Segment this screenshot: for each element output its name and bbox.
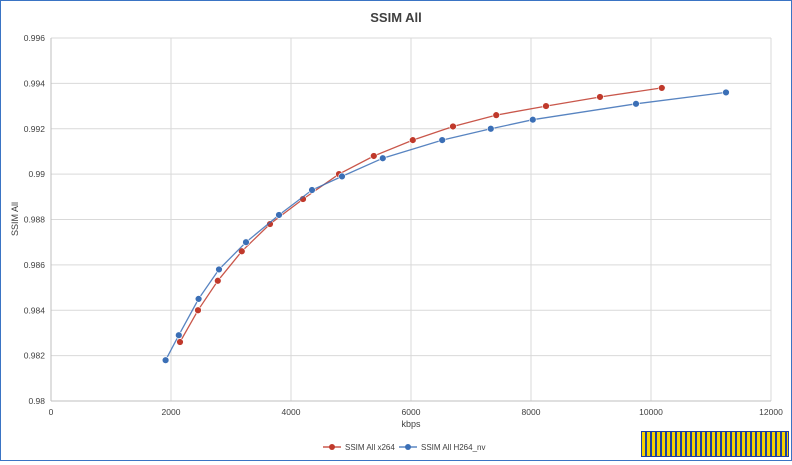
data-point [338, 172, 346, 181]
y-tick-label: 0.984 [24, 305, 46, 315]
x-tick-label: 0 [49, 407, 54, 417]
data-point [242, 238, 250, 246]
data-point [194, 295, 203, 303]
y-tick-label: 0.996 [24, 33, 46, 43]
x-tick-label: 10000 [639, 407, 663, 417]
data-point [632, 100, 640, 108]
y-tick-label: 0.982 [24, 351, 46, 361]
y-tick-label: 0.98 [28, 396, 45, 406]
series-line [179, 87, 662, 343]
data-point [379, 154, 387, 162]
data-point [487, 125, 495, 133]
data-point [175, 331, 183, 339]
series-group [161, 84, 730, 364]
legend-marker [329, 444, 335, 450]
data-point [492, 111, 500, 119]
legend-item-2: SSIM All H264_nv [399, 443, 485, 452]
data-point [176, 338, 184, 346]
legend-label: SSIM All x264 [345, 443, 395, 452]
y-tick-label: 0.986 [24, 260, 46, 270]
data-point [266, 220, 274, 228]
data-point [370, 152, 378, 160]
data-point [529, 115, 537, 124]
y-tick-label: 0.988 [24, 215, 46, 225]
y-tick-labels: 0.98 0.982 0.984 0.986 0.988 0.99 0.992 0.994 0.… [24, 33, 46, 406]
x-axis-label: kbps [401, 419, 421, 429]
series-2 [161, 88, 730, 364]
watermark-logo [641, 431, 789, 457]
data-point [438, 136, 446, 144]
data-point [449, 122, 457, 131]
x-tick-label: 4000 [282, 407, 301, 417]
data-point [596, 93, 604, 101]
data-point [215, 265, 223, 274]
data-point [238, 247, 246, 255]
y-tick-label: 0.992 [24, 124, 46, 134]
series-1 [176, 84, 666, 346]
legend-label: SSIM All H264_nv [421, 443, 485, 452]
axes [50, 38, 771, 402]
data-point [409, 136, 417, 144]
legend: SSIM All x264 SSIM All H264_nv [323, 443, 485, 452]
legend-item-1: SSIM All x264 [323, 443, 395, 452]
data-point [658, 84, 666, 92]
y-tick-label: 0.99 [28, 169, 45, 179]
y-axis-label: SSIM All [10, 202, 20, 236]
series-line [165, 91, 727, 361]
legend-marker [405, 444, 411, 450]
x-tick-labels: 0 2000 4000 6000 8000 10000 12000 [49, 407, 783, 417]
x-tick-label: 12000 [759, 407, 783, 417]
data-point [161, 356, 170, 364]
data-point [214, 277, 222, 285]
gridlines [50, 37, 772, 402]
data-point [542, 102, 550, 110]
data-point [194, 306, 202, 314]
x-tick-label: 6000 [402, 407, 421, 417]
y-tick-label: 0.994 [24, 78, 46, 88]
data-point [275, 211, 283, 219]
data-point [308, 186, 316, 194]
data-point [722, 88, 730, 97]
chart-title: SSIM All [370, 10, 422, 25]
x-tick-label: 8000 [522, 407, 541, 417]
x-tick-label: 2000 [162, 407, 181, 417]
